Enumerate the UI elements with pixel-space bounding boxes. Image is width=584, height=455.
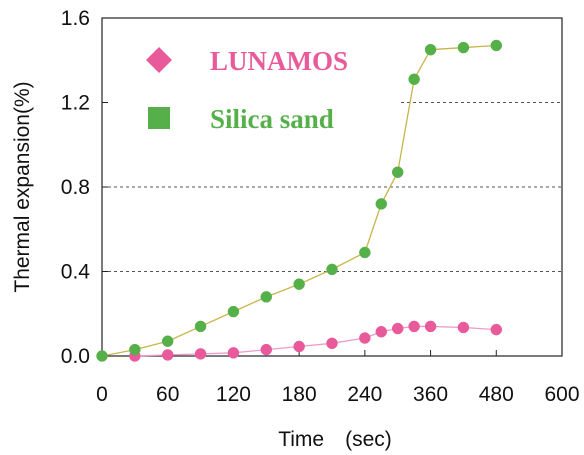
x-tick-label: 600: [544, 383, 579, 406]
data-point: [260, 343, 273, 356]
data-point: [260, 291, 273, 303]
data-point: [391, 166, 404, 178]
legend: LUNAMOS Silica sand: [146, 46, 348, 134]
data-point: [424, 320, 437, 333]
x-tick-label: 240: [347, 383, 382, 406]
y-tick-label: 1.6: [61, 7, 90, 30]
x-tick-label: 120: [216, 383, 251, 406]
series-line-0: [134, 325, 497, 357]
data-point: [161, 335, 174, 347]
data-point: [375, 325, 388, 338]
axes: [101, 17, 563, 357]
data-point: [227, 347, 240, 359]
data-point: [161, 349, 174, 361]
data-point: [457, 41, 470, 54]
series-markers: [96, 39, 503, 362]
data-point: [408, 73, 420, 86]
data-point: [96, 350, 108, 362]
data-point: [194, 348, 207, 360]
x-tick-label: 180: [282, 383, 317, 406]
y-tick-labels: 0.0 0.4 0.8 1.2 1.6: [61, 7, 91, 368]
data-point: [194, 320, 207, 333]
series-lines: [101, 44, 497, 357]
data-point: [408, 320, 420, 333]
data-point: [227, 305, 240, 318]
legend-square-icon: [148, 107, 170, 129]
x-tick-label: 480: [479, 383, 514, 406]
data-point: [490, 39, 503, 52]
legend-label: LUNAMOS: [210, 46, 348, 76]
y-axis-title: Thermal expansion(%): [11, 81, 34, 292]
data-point: [326, 337, 338, 350]
data-point: [326, 263, 338, 276]
data-point: [293, 340, 305, 353]
x-tick-labels: 0 60 120 180 240 360 480 600: [96, 383, 579, 406]
data-point: [391, 322, 404, 335]
x-axis-title: Time (sec): [278, 428, 392, 451]
data-point: [424, 43, 437, 56]
data-point: [359, 246, 371, 259]
x-tick-label: 360: [413, 383, 448, 406]
data-point: [359, 332, 371, 344]
data-point: [457, 321, 470, 334]
data-point: [293, 278, 305, 290]
y-tick-label: 0.4: [61, 261, 91, 284]
data-point: [490, 323, 503, 336]
legend-diamond-icon: [146, 47, 172, 73]
y-tick-label: 0.0: [61, 345, 90, 368]
data-point: [375, 198, 388, 210]
x-tick-label: 0: [96, 383, 108, 406]
y-tick-label: 1.2: [61, 92, 90, 115]
legend-label: Silica sand: [210, 104, 334, 134]
data-point: [129, 343, 141, 356]
x-tick-label: 60: [156, 383, 179, 406]
plot-frame: [101, 17, 563, 357]
series-line-1: [101, 44, 497, 357]
y-tick-label: 0.8: [61, 176, 90, 199]
